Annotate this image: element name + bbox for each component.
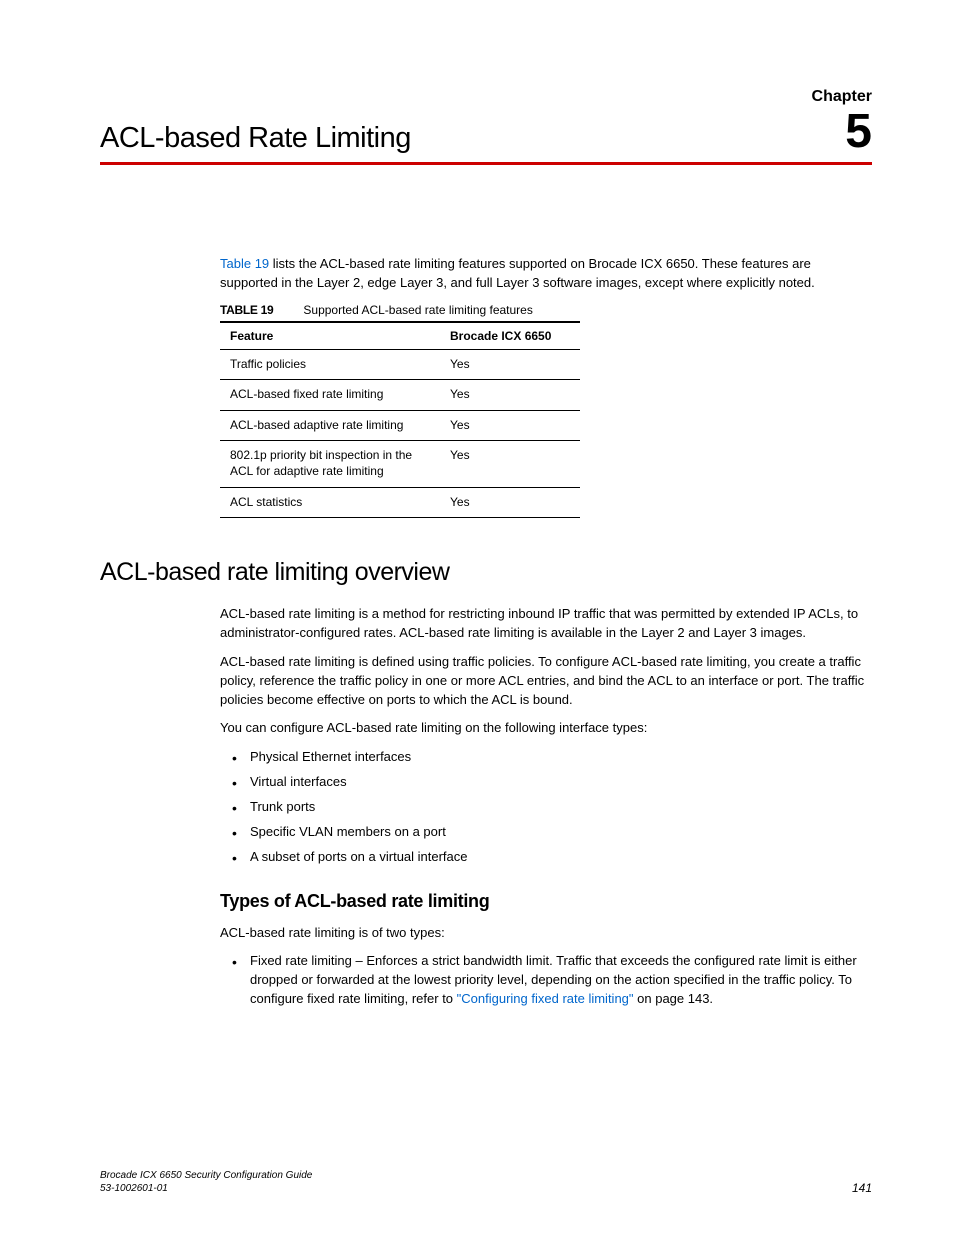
table-row: ACL-based adaptive rate limiting Yes — [220, 410, 580, 441]
footer-doc-id: 53-1002601-01 — [100, 1182, 312, 1195]
overview-p3: You can configure ACL-based rate limitin… — [220, 719, 872, 738]
types-item-suffix: on page 143. — [634, 991, 714, 1006]
table-row: ACL-based fixed rate limiting Yes — [220, 380, 580, 411]
table-cell: Yes — [440, 410, 580, 441]
table-cell: Traffic policies — [220, 349, 440, 380]
list-item: Virtual interfaces — [220, 773, 872, 792]
table-caption: Supported ACL-based rate limiting featur… — [303, 303, 532, 317]
table-label: TABLE 19 — [220, 303, 273, 317]
intro-text: lists the ACL-based rate limiting featur… — [220, 256, 815, 290]
page-number: 141 — [852, 1181, 872, 1195]
footer-doc-title: Brocade ICX 6650 Security Configuration … — [100, 1169, 312, 1182]
chapter-number: 5 — [845, 108, 872, 156]
types-intro: ACL-based rate limiting is of two types: — [220, 924, 872, 943]
chapter-rule — [100, 162, 872, 165]
chapter-label: Chapter — [100, 88, 872, 106]
table-cell: Yes — [440, 441, 580, 487]
list-item: Specific VLAN members on a port — [220, 823, 872, 842]
table-header: Brocade ICX 6650 — [440, 323, 580, 350]
features-table: Feature Brocade ICX 6650 Traffic policie… — [220, 323, 580, 519]
page-footer: Brocade ICX 6650 Security Configuration … — [100, 1169, 872, 1195]
table-cell: Yes — [440, 380, 580, 411]
table-cell: Yes — [440, 349, 580, 380]
overview-p1: ACL-based rate limiting is a method for … — [220, 605, 872, 643]
table-row: ACL statistics Yes — [220, 487, 580, 518]
list-item: Physical Ethernet interfaces — [220, 748, 872, 767]
table-cell: ACL statistics — [220, 487, 440, 518]
chapter-title: ACL-based Rate Limiting — [100, 122, 411, 155]
table-row: 802.1p priority bit inspection in the AC… — [220, 441, 580, 487]
table-cell: ACL-based adaptive rate limiting — [220, 410, 440, 441]
table-caption-row: TABLE 19 Supported ACL-based rate limiti… — [220, 303, 580, 323]
configuring-link[interactable]: "Configuring fixed rate limiting" — [457, 991, 634, 1006]
table-cell: ACL-based fixed rate limiting — [220, 380, 440, 411]
list-item: Trunk ports — [220, 798, 872, 817]
chapter-header: Chapter ACL-based Rate Limiting 5 — [100, 88, 872, 165]
list-item: A subset of ports on a virtual interface — [220, 848, 872, 867]
overview-p2: ACL-based rate limiting is defined using… — [220, 653, 872, 710]
intro-paragraph: Table 19 lists the ACL-based rate limiti… — [220, 255, 872, 293]
table-cell: Yes — [440, 487, 580, 518]
types-list: Fixed rate limiting – Enforces a strict … — [220, 952, 872, 1009]
interface-types-list: Physical Ethernet interfaces Virtual int… — [220, 748, 872, 866]
section-heading-overview: ACL-based rate limiting overview — [100, 558, 872, 587]
table-header: Feature — [220, 323, 440, 350]
table-ref-link[interactable]: Table 19 — [220, 256, 269, 271]
table-row: Traffic policies Yes — [220, 349, 580, 380]
sub-heading-types: Types of ACL-based rate limiting — [220, 891, 872, 912]
table-cell: 802.1p priority bit inspection in the AC… — [220, 441, 440, 487]
list-item: Fixed rate limiting – Enforces a strict … — [220, 952, 872, 1009]
